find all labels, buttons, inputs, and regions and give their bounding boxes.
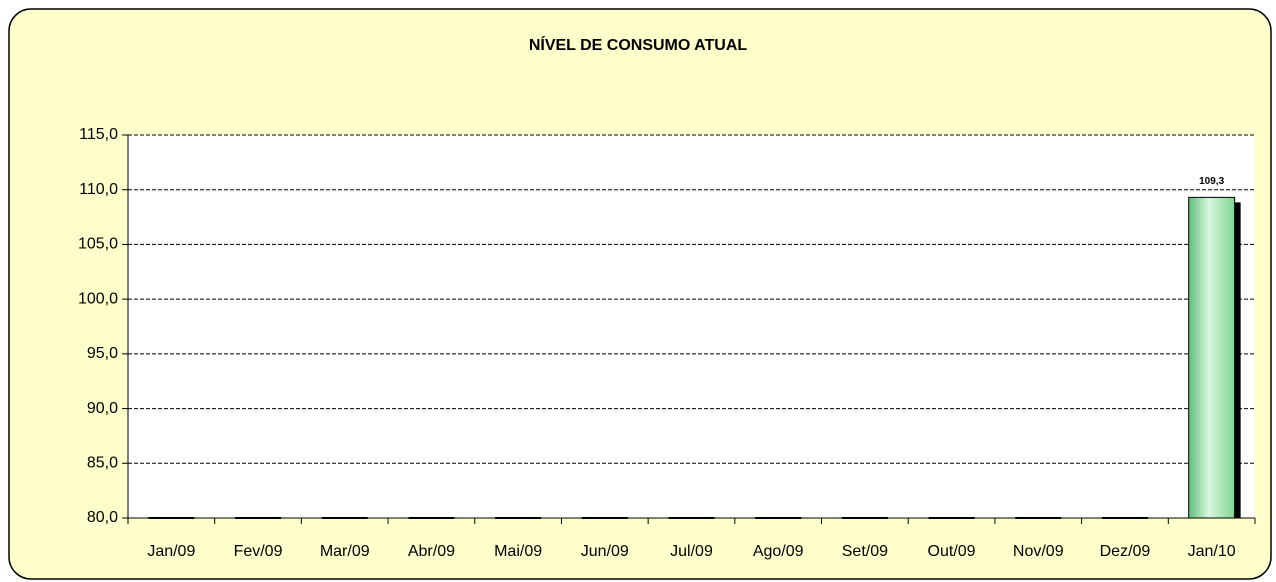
y-tick-label: 95,0 — [87, 345, 118, 362]
x-tick-label: Jan/10 — [1188, 543, 1236, 560]
y-tick-label: 110,0 — [79, 181, 118, 198]
chart-title: NÍVEL DE CONSUMO ATUAL — [529, 35, 748, 54]
x-tick-label: Jul/09 — [670, 543, 713, 560]
x-tick-label: Dez/09 — [1100, 543, 1151, 560]
y-tick-label: 115,0 — [79, 126, 118, 143]
x-tick-label: Nov/09 — [1013, 543, 1064, 560]
x-tick-label: Set/09 — [842, 543, 888, 560]
y-tick-label: 80,0 — [87, 509, 118, 526]
y-tick-label: 105,0 — [78, 236, 118, 253]
x-tick-label: Jan/09 — [147, 543, 195, 560]
x-tick-label: Ago/09 — [753, 543, 804, 560]
x-tick-label: Fev/09 — [234, 543, 283, 560]
x-tick-label: Out/09 — [928, 543, 976, 560]
bar — [1188, 196, 1236, 519]
y-tick-label: 85,0 — [87, 455, 118, 472]
plot-area — [128, 135, 1255, 518]
y-tick-label: 90,0 — [87, 400, 118, 417]
x-tick-label: Mai/09 — [494, 543, 542, 560]
x-tick-label: Mar/09 — [320, 543, 370, 560]
x-tick-label: Abr/09 — [408, 543, 455, 560]
data-label: 109,3 — [1199, 176, 1224, 187]
x-tick-label: Jun/09 — [581, 543, 629, 560]
y-tick-label: 100,0 — [78, 290, 118, 307]
